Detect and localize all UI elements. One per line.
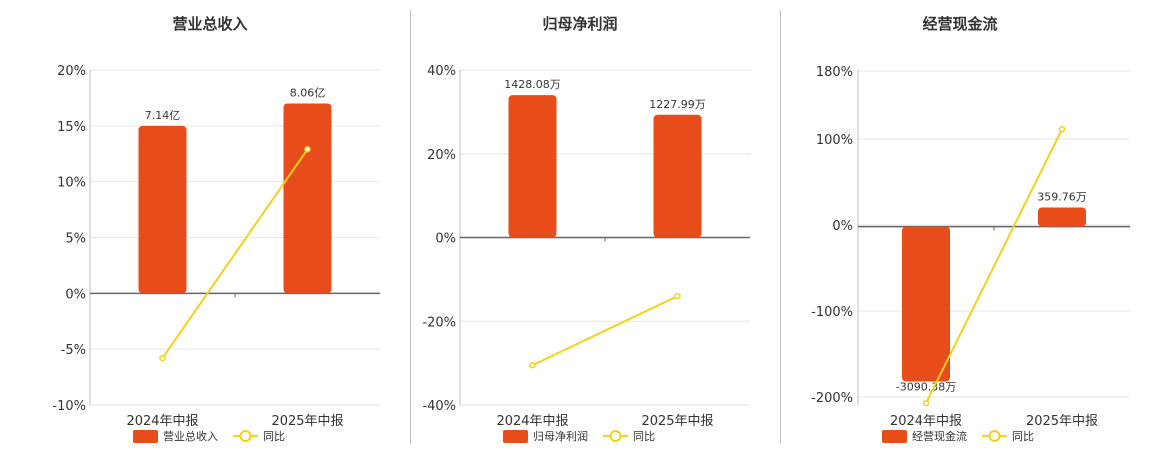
y-tick-label: 20%: [57, 64, 86, 79]
legend-swatch-bar: [503, 430, 528, 443]
bar-data-label: -3090.38万: [896, 381, 956, 394]
y-tick-label: -200%: [811, 391, 853, 406]
legend-label-bar: 营业总收入: [163, 429, 218, 443]
chart-title: 归母净利润: [542, 15, 617, 33]
legend-label-line: 同比: [1012, 430, 1034, 443]
yoy-line: [161, 148, 309, 359]
y-tick-label: -20%: [422, 315, 456, 330]
yoy-line: [532, 295, 678, 367]
y-tick-label: -100%: [811, 305, 853, 320]
legend-swatch-marker: [988, 430, 1001, 442]
legend-swatch-marker: [239, 430, 252, 442]
yoy-point: [1058, 125, 1066, 133]
y-tick-label: -40%: [422, 399, 456, 414]
panel-revenue: 营业总收入 -10% -5% 0% 5% 10% 15% 20% 7.14亿 8.06亿 2024…: [52, 15, 380, 443]
yoy-point: [674, 292, 681, 300]
x-tick-label: 2025年中报: [1026, 414, 1098, 429]
bar-data-label: 359.76万: [1037, 190, 1087, 203]
x-tick-label: 2024年中报: [496, 414, 568, 429]
legend-swatch-bar: [882, 430, 907, 443]
x-tick-label: 2025年中报: [271, 414, 343, 429]
x-tick-label: 2025年中报: [641, 414, 713, 429]
y-tick-label: -10%: [52, 399, 86, 414]
y-tick-label: 180%: [816, 65, 853, 80]
y-tick-label: 40%: [427, 64, 456, 79]
y-tick-label: -5%: [61, 343, 86, 358]
x-tick-label: 2024年中报: [126, 414, 198, 429]
panel-divider-1: [410, 10, 411, 444]
legend-label-bar: 归母净利润: [533, 429, 588, 443]
bar: [508, 95, 557, 238]
legend-label-bar: 经营现金流: [912, 429, 967, 443]
legend-label-line: 同比: [263, 430, 285, 443]
bar: [653, 114, 702, 238]
yoy-point: [304, 146, 311, 153]
yoy-point: [922, 400, 930, 407]
bar: [1038, 207, 1086, 227]
panel-divider-2: [780, 10, 781, 444]
bar: [138, 125, 187, 294]
chart-title: 营业总收入: [172, 15, 247, 33]
yoy-point: [159, 354, 166, 362]
legend-swatch-bar: [133, 430, 158, 443]
y-tick-label: 0%: [65, 287, 86, 302]
legend-label-line: 同比: [633, 430, 655, 443]
bar: [283, 103, 332, 294]
y-tick-label: 20%: [427, 148, 456, 163]
yoy-line: [925, 128, 1063, 404]
y-tick-label: 0%: [832, 219, 853, 234]
legend-swatch-marker: [609, 430, 622, 442]
y-tick-label: 10%: [57, 176, 86, 191]
panel-net-profit: 归母净利润 -40% -20% 0% 20% 40% 1428.08万 1227.99万 20…: [422, 15, 750, 443]
bar-data-label: 8.06亿: [290, 87, 326, 100]
y-tick-label: 0%: [435, 232, 456, 247]
bar-data-label: 7.14亿: [145, 109, 181, 122]
y-tick-label: 100%: [816, 133, 853, 148]
panel-operating-cashflow: 经营现金流 -200% -100% 0% 100% 180% -3090.38万 359.7…: [811, 15, 1130, 443]
bar-data-label: 1227.99万: [649, 98, 706, 111]
y-tick-label: 15%: [57, 120, 86, 135]
bar-data-label: 1428.08万: [504, 78, 561, 91]
y-tick-label: 5%: [65, 232, 86, 247]
bar: [902, 226, 950, 382]
chart-title: 经营现金流: [922, 15, 997, 33]
yoy-point: [529, 361, 536, 369]
x-tick-label: 2024年中报: [890, 414, 962, 429]
